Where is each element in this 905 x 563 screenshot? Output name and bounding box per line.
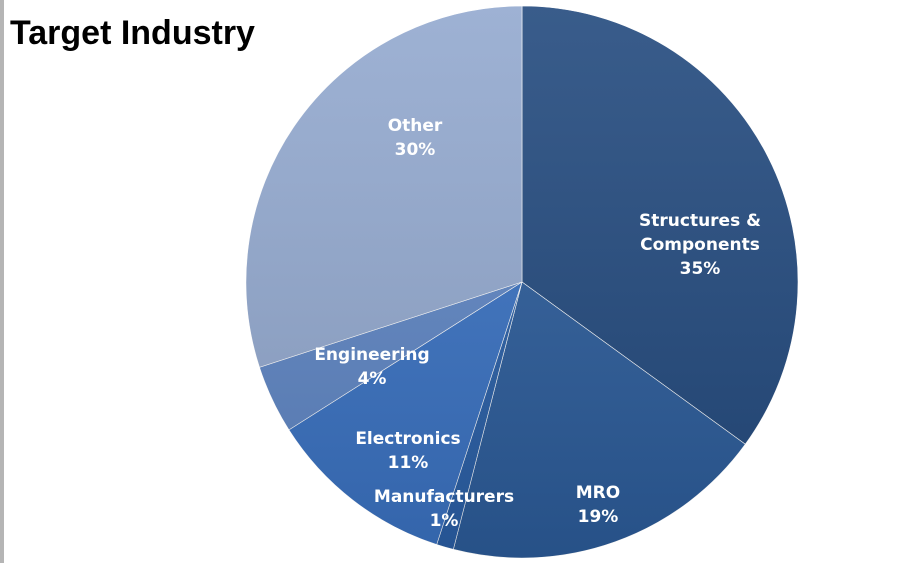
slice-percent: 4%: [358, 369, 387, 389]
slice-percent: 30%: [395, 140, 436, 160]
page-title: Target Industry: [10, 14, 255, 52]
slice-name: MRO: [576, 483, 620, 503]
slice-label: MRO 19%: [576, 483, 620, 527]
slice-label: Structures & Components 35%: [639, 211, 761, 279]
slice-name: Electronics: [355, 429, 460, 449]
slice-name: Other: [388, 116, 443, 136]
slice-label: Engineering 4%: [314, 345, 429, 389]
slice-percent: 19%: [578, 507, 619, 527]
left-border: [0, 0, 4, 563]
slice-percent: 11%: [388, 453, 429, 473]
slice-percent: 1%: [430, 511, 459, 531]
slice-name: Structures &: [639, 211, 761, 231]
slice-label: Other 30%: [388, 116, 443, 160]
slice-name: Manufacturers: [374, 487, 514, 507]
slice-name: Components: [640, 235, 760, 255]
slice-percent: 35%: [680, 259, 721, 279]
slice-label: Manufacturers 1%: [374, 487, 514, 531]
slice-label: Electronics 11%: [355, 429, 460, 473]
slice-name: Engineering: [314, 345, 429, 365]
